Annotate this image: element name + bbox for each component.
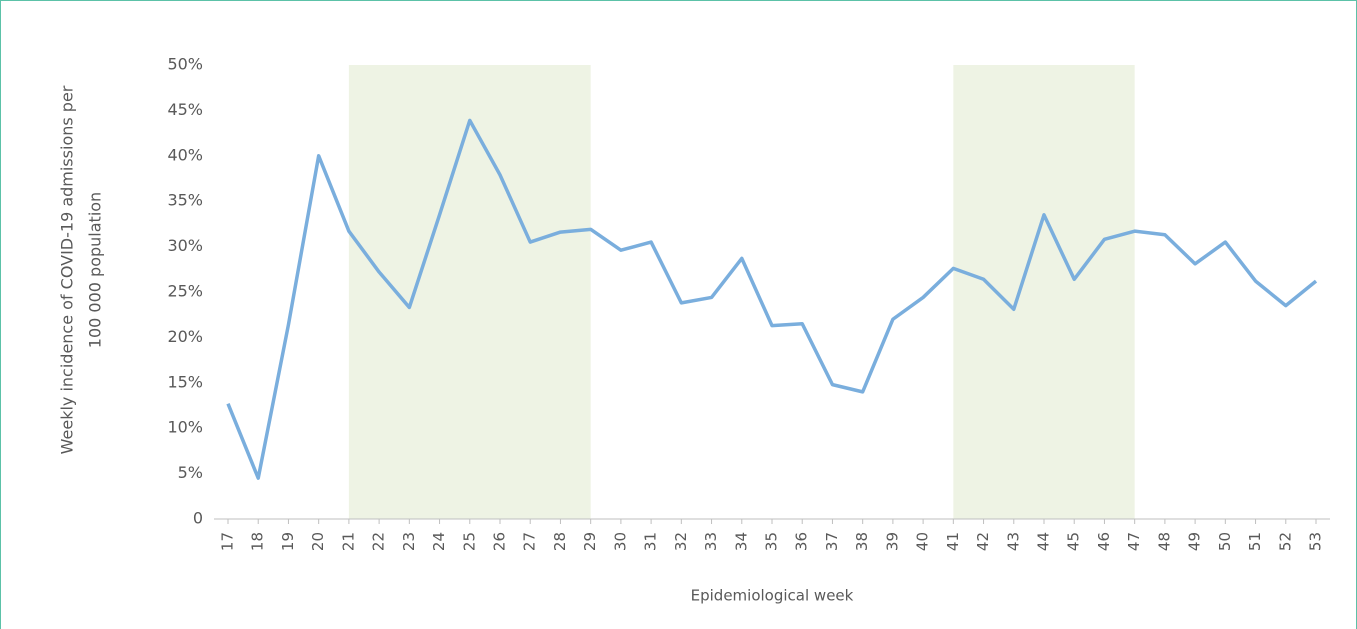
y-tick-label: 50% bbox=[167, 55, 203, 74]
x-tick-label: 35 bbox=[763, 532, 781, 551]
x-tick-label: 21 bbox=[339, 532, 357, 551]
x-tick-label: 30 bbox=[611, 532, 629, 551]
x-tick-label: 38 bbox=[853, 532, 871, 551]
x-tick-label: 46 bbox=[1095, 532, 1113, 551]
y-axis-label: 100 000 population bbox=[86, 192, 105, 348]
x-tick-label: 34 bbox=[732, 532, 750, 551]
x-tick-label: 33 bbox=[702, 532, 720, 551]
y-tick-label: 5% bbox=[178, 463, 203, 482]
x-tick-label: 43 bbox=[1004, 532, 1022, 551]
x-tick-label: 52 bbox=[1276, 532, 1294, 551]
x-tick-label: 27 bbox=[521, 532, 539, 551]
x-tick-label: 25 bbox=[460, 532, 478, 551]
y-tick-label: 25% bbox=[167, 282, 203, 301]
x-tick-label: 45 bbox=[1065, 532, 1083, 551]
x-tick-label: 26 bbox=[491, 532, 509, 551]
x-tick-label: 51 bbox=[1246, 532, 1264, 551]
x-tick-label: 31 bbox=[642, 532, 660, 551]
shaded-period bbox=[348, 65, 591, 519]
x-tick-label: 28 bbox=[551, 532, 569, 551]
x-tick-label: 29 bbox=[581, 532, 599, 551]
x-tick-label: 37 bbox=[823, 532, 841, 551]
shaded-period bbox=[953, 65, 1135, 519]
x-tick-label: 23 bbox=[400, 532, 418, 551]
y-tick-label: 15% bbox=[167, 372, 203, 391]
x-tick-label: 17 bbox=[219, 532, 237, 551]
y-tick-label: 45% bbox=[167, 100, 203, 119]
x-tick-label: 44 bbox=[1035, 532, 1053, 551]
x-tick-label: 22 bbox=[370, 532, 388, 551]
x-tick-label: 42 bbox=[974, 532, 992, 551]
y-tick-label: 30% bbox=[167, 236, 203, 255]
x-tick-label: 24 bbox=[430, 532, 448, 551]
x-tick-label: 50 bbox=[1216, 532, 1234, 551]
y-tick-label: 20% bbox=[167, 327, 203, 346]
y-axis-label: Weekly incidence of COVID-19 admissions … bbox=[58, 85, 77, 454]
data-line bbox=[226, 118, 1318, 480]
x-tick-label: 41 bbox=[944, 532, 962, 551]
x-tick-label: 20 bbox=[309, 532, 327, 551]
y-tick-label: 0 bbox=[193, 509, 203, 528]
x-tick-label: 49 bbox=[1186, 532, 1204, 551]
x-tick-label: 18 bbox=[249, 532, 267, 551]
x-tick-label: 32 bbox=[672, 532, 690, 551]
x-tick-label: 47 bbox=[1125, 532, 1143, 551]
y-tick-label: 40% bbox=[167, 145, 203, 164]
x-axis-label: Epidemiological week bbox=[691, 587, 854, 605]
x-tick-label: 40 bbox=[914, 532, 932, 551]
y-tick-label: 35% bbox=[167, 191, 203, 210]
x-tick-label: 36 bbox=[793, 532, 811, 551]
y-tick-label: 10% bbox=[167, 418, 203, 437]
x-tick-label: 39 bbox=[883, 532, 901, 551]
x-tick-label: 53 bbox=[1307, 532, 1325, 551]
x-tick-label: 48 bbox=[1155, 532, 1173, 551]
x-tick-label: 19 bbox=[279, 532, 297, 551]
